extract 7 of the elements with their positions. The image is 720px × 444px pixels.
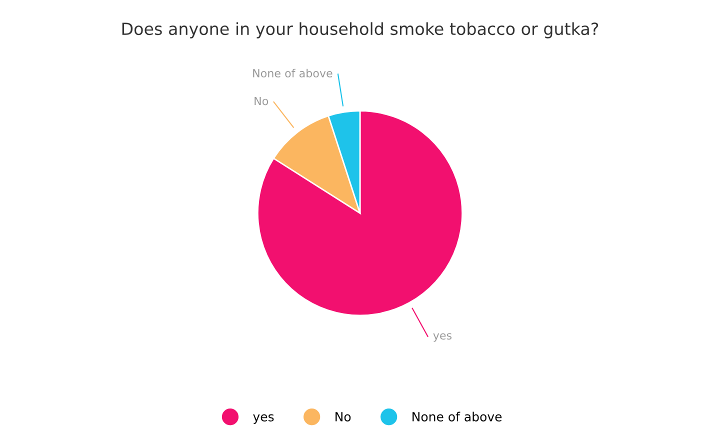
legend-label: No	[336, 412, 351, 422]
slice-label: None of above	[253, 68, 332, 78]
chart-title: Does anyone in your household smoke tobacco or gutka?	[122, 22, 598, 38]
legend-label: None of above	[412, 412, 502, 422]
slice-label: No	[254, 96, 268, 106]
legend-label: yes	[253, 414, 274, 424]
slice-label: yes	[433, 333, 452, 342]
